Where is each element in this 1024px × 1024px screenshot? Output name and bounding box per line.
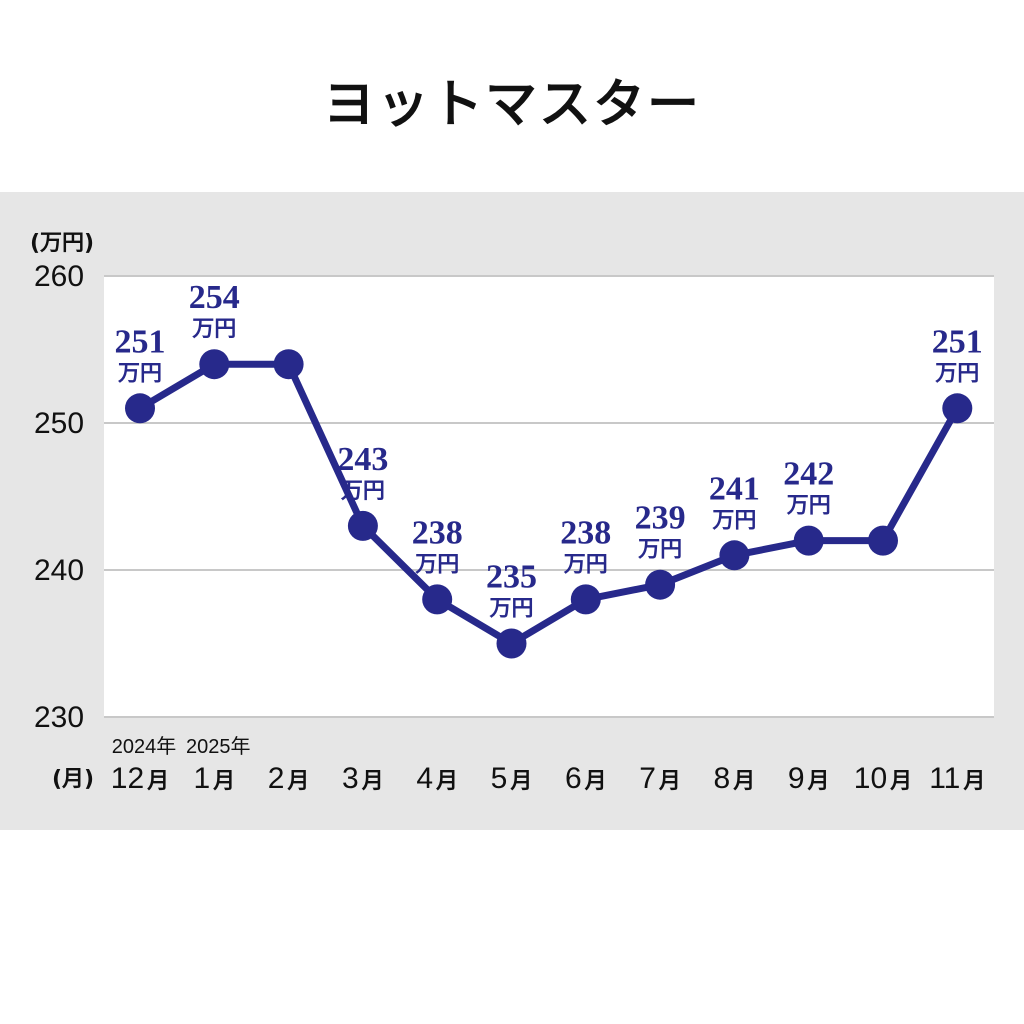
data-label-value: 243 xyxy=(337,441,388,478)
y-tick-label: 230 xyxy=(34,701,84,734)
data-point xyxy=(719,540,750,571)
data-label-unit: 万円 xyxy=(563,552,608,577)
data-label-unit: 万円 xyxy=(340,479,385,504)
data-label-unit: 万円 xyxy=(786,494,831,519)
x-tick-label: 10 月 xyxy=(854,762,912,795)
data-label-value: 235 xyxy=(486,559,537,596)
year-label: 2025年 xyxy=(186,735,251,758)
year-label: 2024年 xyxy=(112,735,177,758)
data-point xyxy=(422,584,453,615)
chart-panel: 230 240 250 260 (万円) 12 月 1 月 2 月 3 月 4 月 5 月 6 月 7 月 8 月 9 月 1… xyxy=(0,192,1024,830)
data-point xyxy=(273,349,304,380)
x-axis-unit-label: (月) xyxy=(52,767,94,792)
data-label-value: 239 xyxy=(635,500,686,537)
x-tick-label: 11 月 xyxy=(929,762,985,795)
data-label-value: 254 xyxy=(189,279,240,316)
data-label-value: 238 xyxy=(560,514,611,551)
grid-lines xyxy=(104,275,994,718)
data-label-value: 238 xyxy=(412,514,463,551)
series-line-layer xyxy=(125,349,973,659)
data-point xyxy=(645,569,676,600)
data-label-value: 251 xyxy=(932,323,983,360)
data-label-unit: 万円 xyxy=(488,597,533,622)
data-point xyxy=(496,628,527,659)
data-point xyxy=(942,393,973,424)
data-point xyxy=(199,349,230,380)
data-label-value: 241 xyxy=(709,470,760,507)
data-label-unit: 万円 xyxy=(934,361,979,386)
data-label-value: 242 xyxy=(783,456,834,493)
data-label-unit: 万円 xyxy=(191,317,236,342)
chart-title: ヨットマスター xyxy=(322,75,701,135)
data-label-value: 251 xyxy=(115,323,166,360)
x-axis-labels: 12 月 1 月 2 月 3 月 4 月 5 月 6 月 7 月 8 月 9 月 10 月 11 月 2024年 2025年 xyxy=(111,735,986,795)
y-tick-label: 240 xyxy=(34,554,84,587)
y-axis-unit-label: (万円) xyxy=(30,231,94,256)
data-point xyxy=(125,393,155,424)
data-label-unit: 万円 xyxy=(637,538,682,563)
y-tick-label: 260 xyxy=(34,260,84,293)
data-point xyxy=(347,510,378,541)
data-point xyxy=(570,584,601,615)
plot-area xyxy=(104,276,994,717)
y-tick-label: 250 xyxy=(34,407,84,440)
data-point xyxy=(868,525,898,556)
data-label-unit: 万円 xyxy=(117,361,162,386)
data-point xyxy=(793,525,824,556)
y-axis-ticks: 230 240 250 260 xyxy=(34,260,84,734)
x-tick-label: 12 月 xyxy=(111,762,169,795)
data-label-unit: 万円 xyxy=(711,508,756,533)
data-label-unit: 万円 xyxy=(414,552,459,577)
